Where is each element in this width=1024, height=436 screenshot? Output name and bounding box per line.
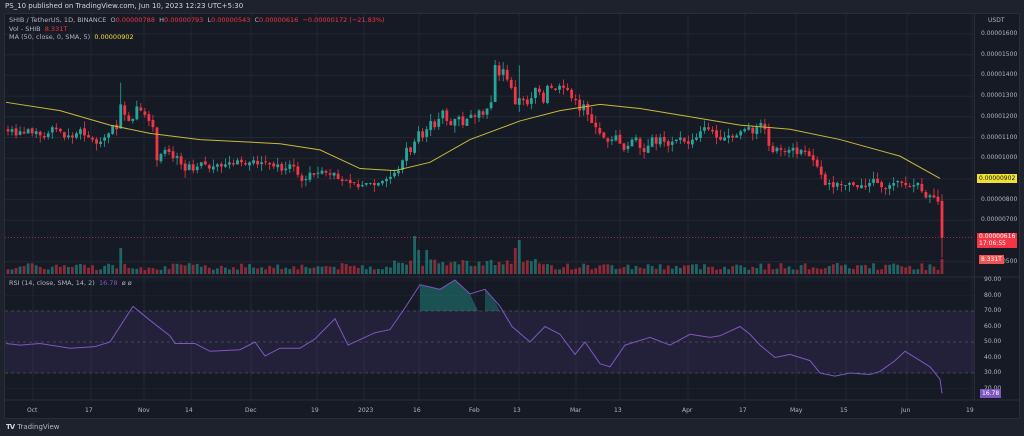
- rsi-tick: 80.00: [984, 291, 1002, 299]
- ma-price-tag: 0.00000902: [977, 174, 1018, 183]
- time-tick: May: [790, 407, 803, 414]
- price-tick: 0.00001600: [981, 30, 1018, 37]
- rsi-tick: 30.00: [984, 369, 1002, 376]
- last-price-tag: 0.00000616 17:06:55: [977, 233, 1018, 248]
- time-tick: 2023: [358, 407, 374, 414]
- rsi-label: RSI (14, close, SMA, 14, 2): [9, 279, 95, 287]
- rsi-tick: 60.00: [984, 322, 1002, 330]
- rsi-tick: 20.00: [984, 384, 1002, 392]
- volume-label: Vol - SHIB: [9, 25, 41, 33]
- brand-name: TradingView: [17, 423, 60, 431]
- time-tick: 13: [513, 407, 521, 414]
- time-tick: 17: [85, 407, 93, 414]
- price-tick: 0.00000700: [981, 216, 1018, 224]
- volume-tag: 8.331T: [979, 255, 1004, 264]
- low-value: 0.00000543: [211, 16, 251, 24]
- ma-value: 0.00000902: [94, 33, 134, 41]
- chart-canvas[interactable]: [0, 0, 1024, 420]
- time-tick: Mar: [570, 407, 582, 414]
- price-tick: 0.00001100: [981, 133, 1018, 141]
- last-price-value: 0.00000616: [979, 233, 1016, 240]
- rsi-tick: 40.00: [984, 353, 1002, 361]
- footer-bar: [0, 420, 1024, 436]
- open-value: 0.00000788: [115, 16, 155, 24]
- tradingview-logo[interactable]: TV TradingView: [6, 423, 60, 431]
- time-tick: 19: [311, 407, 319, 414]
- publisher-bar: PS_10 published on TradingView.com, Jun …: [0, 0, 1024, 13]
- high-value: 0.00000793: [164, 16, 204, 24]
- high-label: H: [159, 16, 164, 24]
- symbol-title[interactable]: SHIB / TetherUS, 1D, BINANCE: [9, 16, 107, 24]
- rsi-tick: 50.00: [984, 338, 1002, 345]
- close-value: 0.00000616: [259, 16, 299, 24]
- time-tick: Jun: [901, 407, 911, 414]
- ma-legend[interactable]: MA (50, close, 0, SMA, 5) 0.00000902: [9, 33, 134, 41]
- rsi-tick: 90.00: [984, 276, 1002, 283]
- price-tick: 0.00001500: [981, 50, 1018, 58]
- time-tick: Apr: [682, 407, 693, 414]
- tradingview-logo-icon: TV: [6, 423, 15, 431]
- rsi-legend[interactable]: RSI (14, close, SMA, 14, 2) 16.78 ø ø: [9, 279, 132, 287]
- symbol-legend: SHIB / TetherUS, 1D, BINANCE O0.00000788…: [9, 16, 385, 24]
- time-tick: 14: [185, 407, 193, 414]
- time-tick: 16: [413, 407, 421, 414]
- rsi-value-tag: 16.78: [980, 389, 1002, 398]
- price-tick: 0.00001400: [981, 71, 1018, 79]
- ma-label: MA (50, close, 0, SMA, 5): [9, 33, 91, 41]
- time-tick: 15: [840, 407, 848, 414]
- time-tick: Feb: [469, 407, 480, 414]
- currency-label: USDT: [988, 17, 1005, 24]
- price-tick: 0.00001000: [981, 154, 1018, 162]
- time-tick: Nov: [138, 407, 150, 414]
- publisher-text: PS_10 published on TradingView.com, Jun …: [5, 2, 244, 10]
- time-tick: 19: [966, 407, 974, 414]
- time-tick: 17: [739, 407, 747, 414]
- price-tick: 0.00001300: [981, 92, 1018, 100]
- change-value: −0.00000172 (−21.83%): [302, 16, 385, 24]
- volume-legend[interactable]: Vol - SHIB 8.331T: [9, 25, 67, 33]
- time-tick: Dec: [245, 407, 257, 414]
- low-label: L: [207, 16, 212, 24]
- price-tick: 0.00001200: [981, 112, 1018, 120]
- time-tick: 13: [614, 407, 622, 414]
- bar-countdown: 17:06:55: [979, 239, 1006, 247]
- rsi-extra: ø ø: [121, 279, 132, 287]
- price-tick: 0.00000800: [981, 195, 1018, 203]
- rsi-tick: 70.00: [984, 307, 1002, 314]
- time-tick: Oct: [27, 407, 38, 414]
- volume-value: 8.331T: [44, 25, 68, 33]
- rsi-value: 16.78: [98, 279, 118, 287]
- open-label: O: [110, 16, 116, 24]
- close-label: C: [254, 16, 260, 24]
